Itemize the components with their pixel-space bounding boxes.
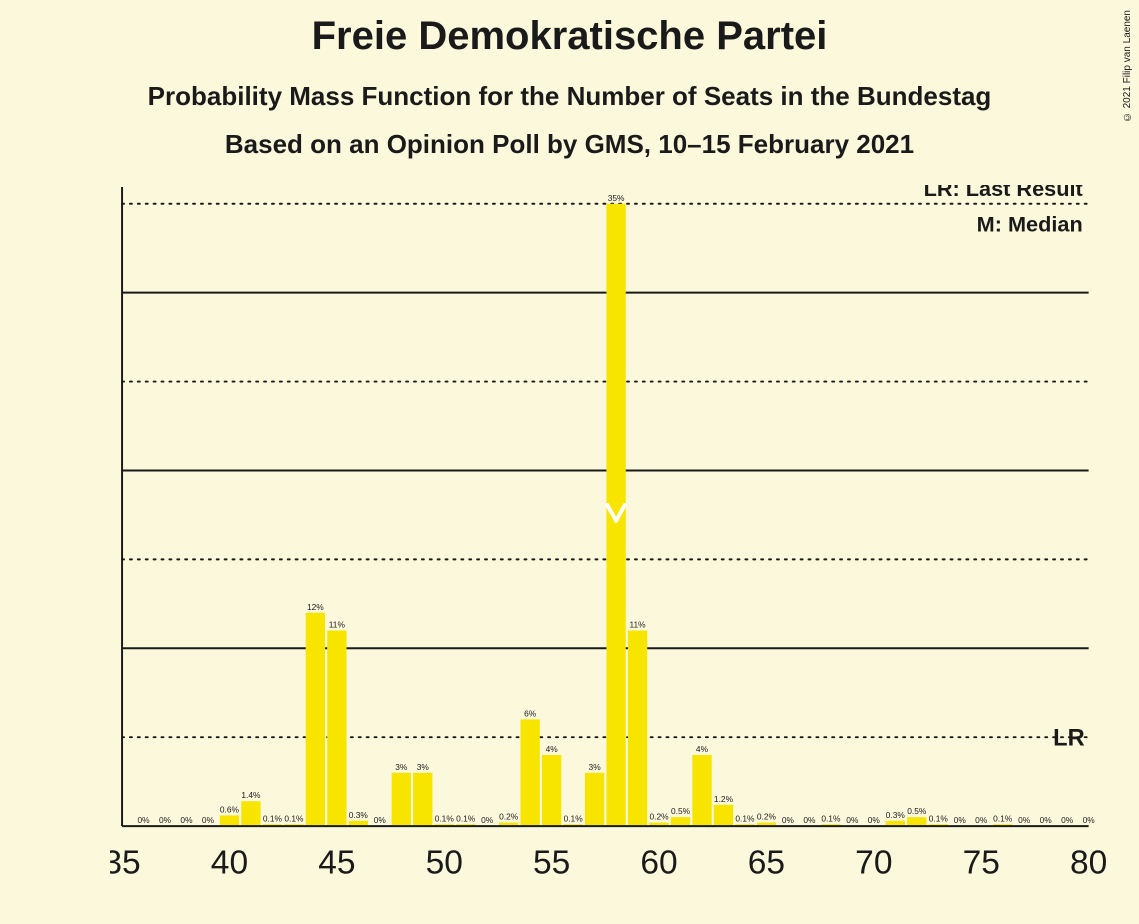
bar: [628, 631, 647, 827]
bar: [327, 631, 346, 827]
copyright-text: © 2021 Filip van Laenen: [1122, 10, 1133, 122]
bar-value-label: 0.1%: [263, 813, 283, 823]
bar-value-label: 35%: [608, 193, 625, 203]
chart-subtitle-2: Based on an Opinion Poll by GMS, 10–15 F…: [0, 129, 1139, 160]
bar-value-label: 0.5%: [907, 806, 927, 816]
bar: [692, 755, 711, 826]
bar-value-label: 6%: [524, 708, 537, 718]
x-tick-label: 60: [640, 844, 677, 881]
pmf-bar-chart: 0%0%0%0%0.6%1.4%0.1%0.1%12%11%0.3%0%3%3%…: [110, 185, 1090, 905]
bar-value-label: 0%: [481, 815, 494, 825]
bar-value-label: 0%: [1083, 815, 1096, 825]
bar-value-label: 12%: [307, 602, 324, 612]
bar-value-label: 0.1%: [735, 813, 755, 823]
bar-value-label: 0.1%: [284, 813, 304, 823]
bar-value-label: 0.1%: [821, 813, 841, 823]
bar-value-label: 0.3%: [349, 810, 369, 820]
bar-value-label: 0.1%: [456, 813, 476, 823]
bar-value-label: 3%: [589, 762, 602, 772]
bar-value-label: 0%: [975, 815, 988, 825]
x-tick-label: 35: [110, 844, 141, 881]
bar: [413, 773, 432, 826]
bar-value-label: 0.2%: [649, 812, 669, 822]
x-tick-label: 40: [211, 844, 248, 881]
bar: [585, 773, 604, 826]
legend-lr: LR: Last Result: [924, 185, 1083, 201]
bar: [714, 805, 733, 826]
bar: [606, 204, 625, 826]
bar: [671, 817, 690, 826]
x-tick-label: 50: [426, 844, 463, 881]
bar-value-label: 0%: [954, 815, 967, 825]
x-tick-label: 75: [963, 844, 1000, 881]
x-tick-label: 45: [318, 844, 355, 881]
bar-value-label: 0%: [1061, 815, 1074, 825]
bar-value-label: 3%: [395, 762, 408, 772]
bar-value-label: 0%: [202, 815, 215, 825]
bar-value-label: 0%: [159, 815, 172, 825]
bar-value-label: 11%: [629, 620, 646, 630]
bar-value-label: 1.4%: [241, 790, 261, 800]
bar-value-label: 0%: [374, 815, 387, 825]
bar-value-label: 0.5%: [671, 806, 691, 816]
bar-value-label: 4%: [546, 744, 559, 754]
bar-value-label: 0%: [803, 815, 816, 825]
bar-value-label: 0.2%: [757, 812, 777, 822]
bar-value-label: 4%: [696, 744, 709, 754]
bar-value-label: 0.6%: [220, 804, 240, 814]
bar-value-label: 0%: [1018, 815, 1031, 825]
bar-value-label: 0%: [846, 815, 859, 825]
bar-value-label: 0.1%: [564, 813, 584, 823]
bar-value-label: 3%: [417, 762, 430, 772]
bar: [392, 773, 411, 826]
bar-value-label: 0.1%: [993, 813, 1013, 823]
x-tick-label: 65: [748, 844, 785, 881]
legend-m: M: Median: [977, 211, 1083, 236]
x-tick-label: 70: [855, 844, 892, 881]
bar: [907, 817, 926, 826]
bar-value-label: 0.1%: [929, 813, 949, 823]
lr-marker-label: LR: [1053, 725, 1085, 751]
bar-value-label: 11%: [329, 620, 346, 630]
bar-value-label: 0%: [782, 815, 795, 825]
bar-value-label: 0%: [137, 815, 150, 825]
chart-subtitle-1: Probability Mass Function for the Number…: [0, 81, 1139, 112]
bar: [306, 613, 325, 826]
bar-value-label: 0%: [180, 815, 193, 825]
bar: [220, 815, 239, 826]
chart-svg: 0%0%0%0%0.6%1.4%0.1%0.1%12%11%0.3%0%3%3%…: [110, 185, 1139, 905]
bar: [241, 801, 260, 826]
bar-value-label: 0.1%: [435, 813, 455, 823]
bar-value-label: 0.3%: [886, 810, 906, 820]
x-tick-label: 55: [533, 844, 570, 881]
bar: [520, 719, 539, 826]
x-tick-label: 80: [1070, 844, 1107, 881]
bar: [542, 755, 561, 826]
bar-value-label: 0%: [868, 815, 881, 825]
bar-value-label: 1.2%: [714, 794, 734, 804]
bar-value-label: 0.2%: [499, 812, 519, 822]
chart-title: Freie Demokratische Partei: [0, 14, 1139, 59]
bar-value-label: 0%: [1040, 815, 1053, 825]
